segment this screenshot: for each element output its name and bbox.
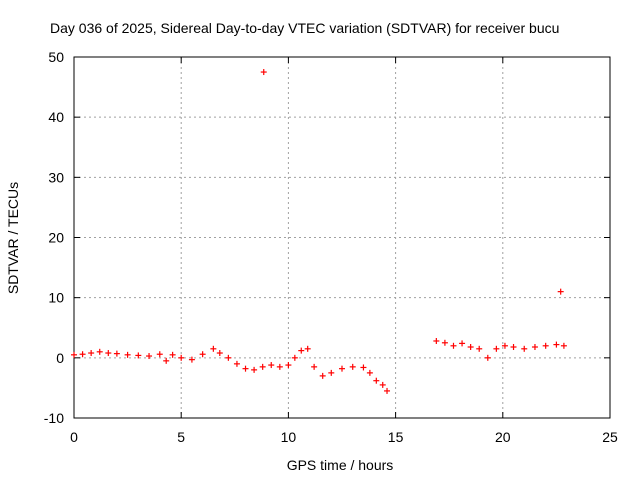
data-point	[304, 345, 311, 352]
data-point	[276, 363, 283, 370]
x-tick-label: 0	[70, 429, 78, 445]
data-point	[557, 288, 564, 295]
data-point	[298, 347, 305, 354]
x-tick-label: 25	[602, 429, 618, 445]
data-point	[384, 387, 391, 394]
data-point	[251, 366, 258, 373]
data-point	[169, 351, 176, 358]
data-point	[311, 363, 318, 370]
data-point	[242, 365, 249, 372]
data-point	[366, 369, 373, 376]
x-tick-label: 15	[388, 429, 404, 445]
chart-title: Day 036 of 2025, Sidereal Day-to-day VTE…	[50, 20, 559, 36]
data-point	[360, 364, 367, 371]
data-point	[233, 360, 240, 367]
data-point	[113, 350, 120, 357]
data-point	[553, 341, 560, 348]
y-tick-label: 10	[48, 290, 64, 306]
data-point	[268, 362, 275, 369]
data-point	[135, 352, 142, 359]
data-point	[521, 345, 528, 352]
data-point	[501, 342, 508, 349]
data-point	[285, 362, 292, 369]
data-point	[467, 344, 474, 351]
data-point	[476, 345, 483, 352]
data-point	[199, 351, 206, 358]
data-point	[459, 340, 466, 347]
data-point	[339, 365, 345, 372]
data-point	[379, 381, 386, 388]
data-point	[531, 344, 538, 351]
data-point	[225, 354, 232, 361]
data-point	[105, 350, 112, 357]
data-point	[484, 354, 491, 361]
data-point	[216, 350, 223, 357]
data-point	[542, 342, 549, 349]
x-axis-label: GPS time / hours	[287, 457, 394, 473]
x-tick-label: 10	[281, 429, 297, 445]
data-point	[146, 353, 153, 360]
y-tick-label: 30	[48, 169, 64, 185]
y-axis-label: SDTVAR / TECUs	[5, 182, 21, 294]
data-point	[450, 342, 457, 349]
x-tick-label: 5	[177, 429, 185, 445]
data-point	[188, 356, 195, 363]
y-tick-label: 40	[48, 109, 64, 125]
y-tick-label: 50	[48, 49, 64, 65]
y-tick-label: 20	[48, 230, 64, 246]
data-point	[493, 345, 500, 352]
data-point	[510, 344, 517, 351]
data-point	[560, 342, 567, 349]
y-tick-label: 0	[56, 350, 64, 366]
data-points	[71, 69, 567, 394]
y-tick-label: -10	[44, 410, 64, 426]
data-point	[328, 369, 335, 376]
data-point	[124, 351, 131, 358]
data-point	[96, 348, 103, 355]
grid	[74, 57, 610, 418]
data-point	[291, 354, 298, 361]
data-point	[373, 377, 380, 384]
data-point	[433, 337, 440, 344]
data-point	[319, 372, 326, 379]
plot-frame	[73, 56, 611, 419]
data-point	[260, 69, 267, 76]
data-point	[441, 339, 448, 346]
data-point	[178, 354, 185, 361]
data-point	[88, 350, 95, 357]
data-point	[79, 351, 86, 358]
data-point	[259, 363, 266, 370]
data-point	[71, 351, 77, 358]
x-tick-label: 20	[495, 429, 511, 445]
data-point	[156, 351, 163, 358]
data-point	[349, 363, 356, 370]
data-point	[163, 357, 170, 364]
data-point	[210, 345, 217, 352]
